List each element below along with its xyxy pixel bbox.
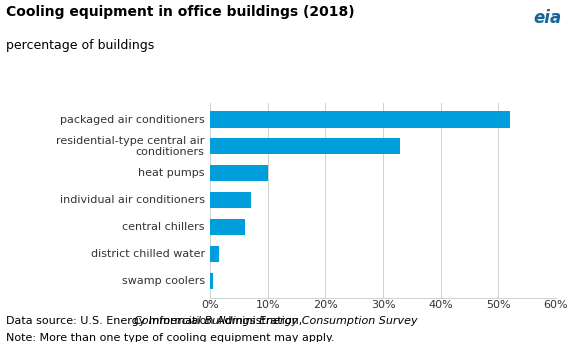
Text: Commercial Buildings Energy Consumption Survey: Commercial Buildings Energy Consumption … <box>134 316 418 326</box>
Bar <box>210 273 213 289</box>
Bar <box>210 246 219 262</box>
Bar <box>210 219 245 235</box>
Text: Note: More than one type of cooling equipment may apply.: Note: More than one type of cooling equi… <box>6 333 335 342</box>
Text: Data source: U.S. Energy Information Administration,: Data source: U.S. Energy Information Adm… <box>6 316 305 326</box>
Bar <box>210 111 510 128</box>
Bar <box>210 165 268 181</box>
Text: Cooling equipment in office buildings (2018): Cooling equipment in office buildings (2… <box>6 5 354 19</box>
Bar <box>210 192 251 208</box>
Text: percentage of buildings: percentage of buildings <box>6 39 154 52</box>
Text: eia: eia <box>533 9 562 27</box>
Bar <box>210 138 400 155</box>
